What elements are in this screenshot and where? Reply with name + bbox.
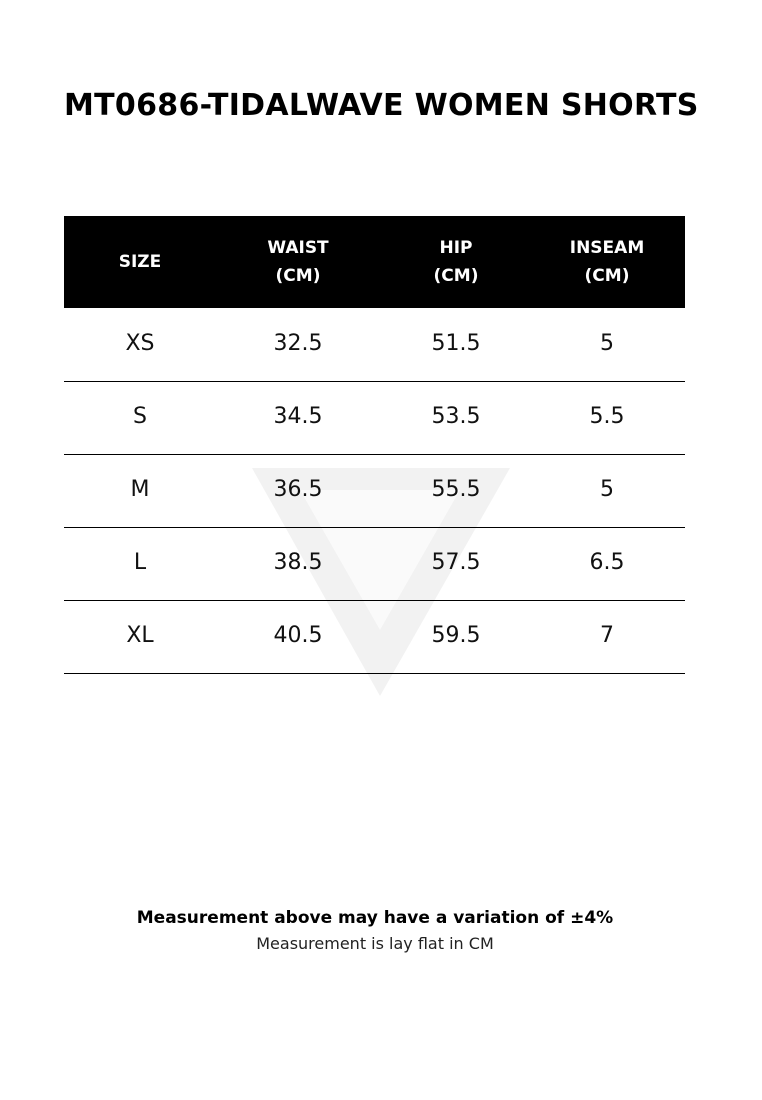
table-header: SIZE WAIST (CM) HIP (CM) INSEAM (CM) (64, 216, 685, 308)
header-text: INSEAM (569, 238, 645, 258)
header-text: (CM) (584, 266, 630, 286)
table-cell: 34.5 (273, 404, 323, 429)
table-cell: 59.5 (431, 623, 481, 648)
row-divider (64, 527, 685, 528)
header-cell: INSEAM (CM) (527, 216, 687, 308)
header-cell: WAIST (CM) (218, 216, 378, 308)
table-cell: L (133, 550, 147, 575)
table-cell: 38.5 (273, 550, 323, 575)
table-cell: 55.5 (431, 477, 481, 502)
table-cell: 7 (600, 623, 614, 648)
table-cell: XL (126, 623, 154, 648)
header-text: (CM) (275, 266, 321, 286)
table-cell: 5 (600, 331, 614, 356)
row-divider (64, 673, 685, 674)
table-cell: 5 (600, 477, 614, 502)
header-cell: SIZE (60, 216, 220, 308)
table-cell: 6.5 (589, 550, 625, 575)
table-cell: 36.5 (273, 477, 323, 502)
table-cell: 5.5 (589, 404, 625, 429)
table-cell: M (130, 477, 150, 502)
table-cell: 57.5 (431, 550, 481, 575)
footer-subnote: Measurement is lay flat in CM (256, 934, 494, 953)
row-divider (64, 600, 685, 601)
table-cell: XS (125, 331, 155, 356)
table-cell: S (133, 404, 147, 429)
row-divider (64, 454, 685, 455)
table-cell: 51.5 (431, 331, 481, 356)
table-cell: 40.5 (273, 623, 323, 648)
header-text: WAIST (267, 238, 329, 258)
header-text: HIP (439, 238, 473, 258)
header-cell: HIP (CM) (376, 216, 536, 308)
header-text: (CM) (433, 266, 479, 286)
table-cell: 53.5 (431, 404, 481, 429)
title: MT0686-TIDALWAVE WOMEN SHORTS (64, 88, 699, 123)
header-text: SIZE (118, 252, 162, 272)
footer-note: Measurement above may have a variation o… (136, 908, 614, 928)
row-divider (64, 381, 685, 382)
table-cell: 32.5 (273, 331, 323, 356)
